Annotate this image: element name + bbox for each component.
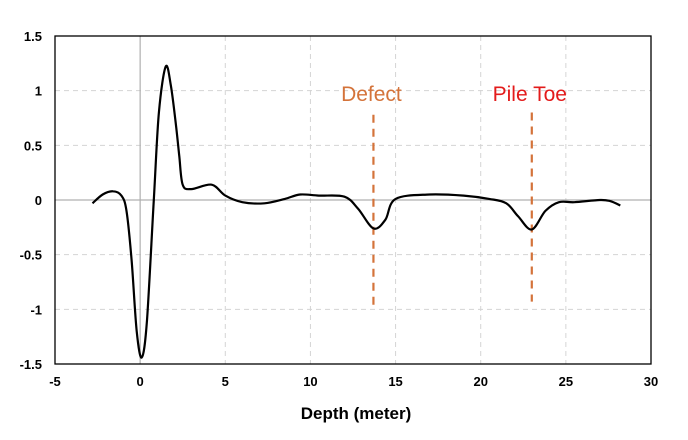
y-tick-label: -1 [30,302,42,317]
y-tick-label: -0.5 [20,248,42,263]
x-axis-label: Depth (meter) [301,404,412,423]
y-tick-label: 1.5 [24,29,42,44]
x-axis-ticks: -5 0 5 10 15 20 25 30 [49,374,658,389]
y-tick-label: 0 [35,193,42,208]
y-tick-label: 0.5 [24,138,42,153]
y-tick-label: -1.5 [20,357,42,372]
y-axis-ticks: 1.5 1 0.5 0 -0.5 -1 -1.5 [20,29,42,372]
x-tick-label: -5 [49,374,61,389]
annotations: Defect Pile Toe [341,83,567,305]
x-tick-label: 30 [644,374,658,389]
plot-area [54,35,652,365]
x-tick-label: 15 [388,374,402,389]
x-tick-label: 10 [303,374,317,389]
signal-line [91,64,621,359]
x-tick-label: 20 [473,374,487,389]
x-tick-label: 5 [222,374,229,389]
annotation-label: Pile Toe [493,83,567,106]
x-tick-label: 25 [559,374,573,389]
y-tick-label: 1 [35,84,42,99]
x-tick-label: 0 [137,374,144,389]
annotation-label: Defect [341,83,402,106]
